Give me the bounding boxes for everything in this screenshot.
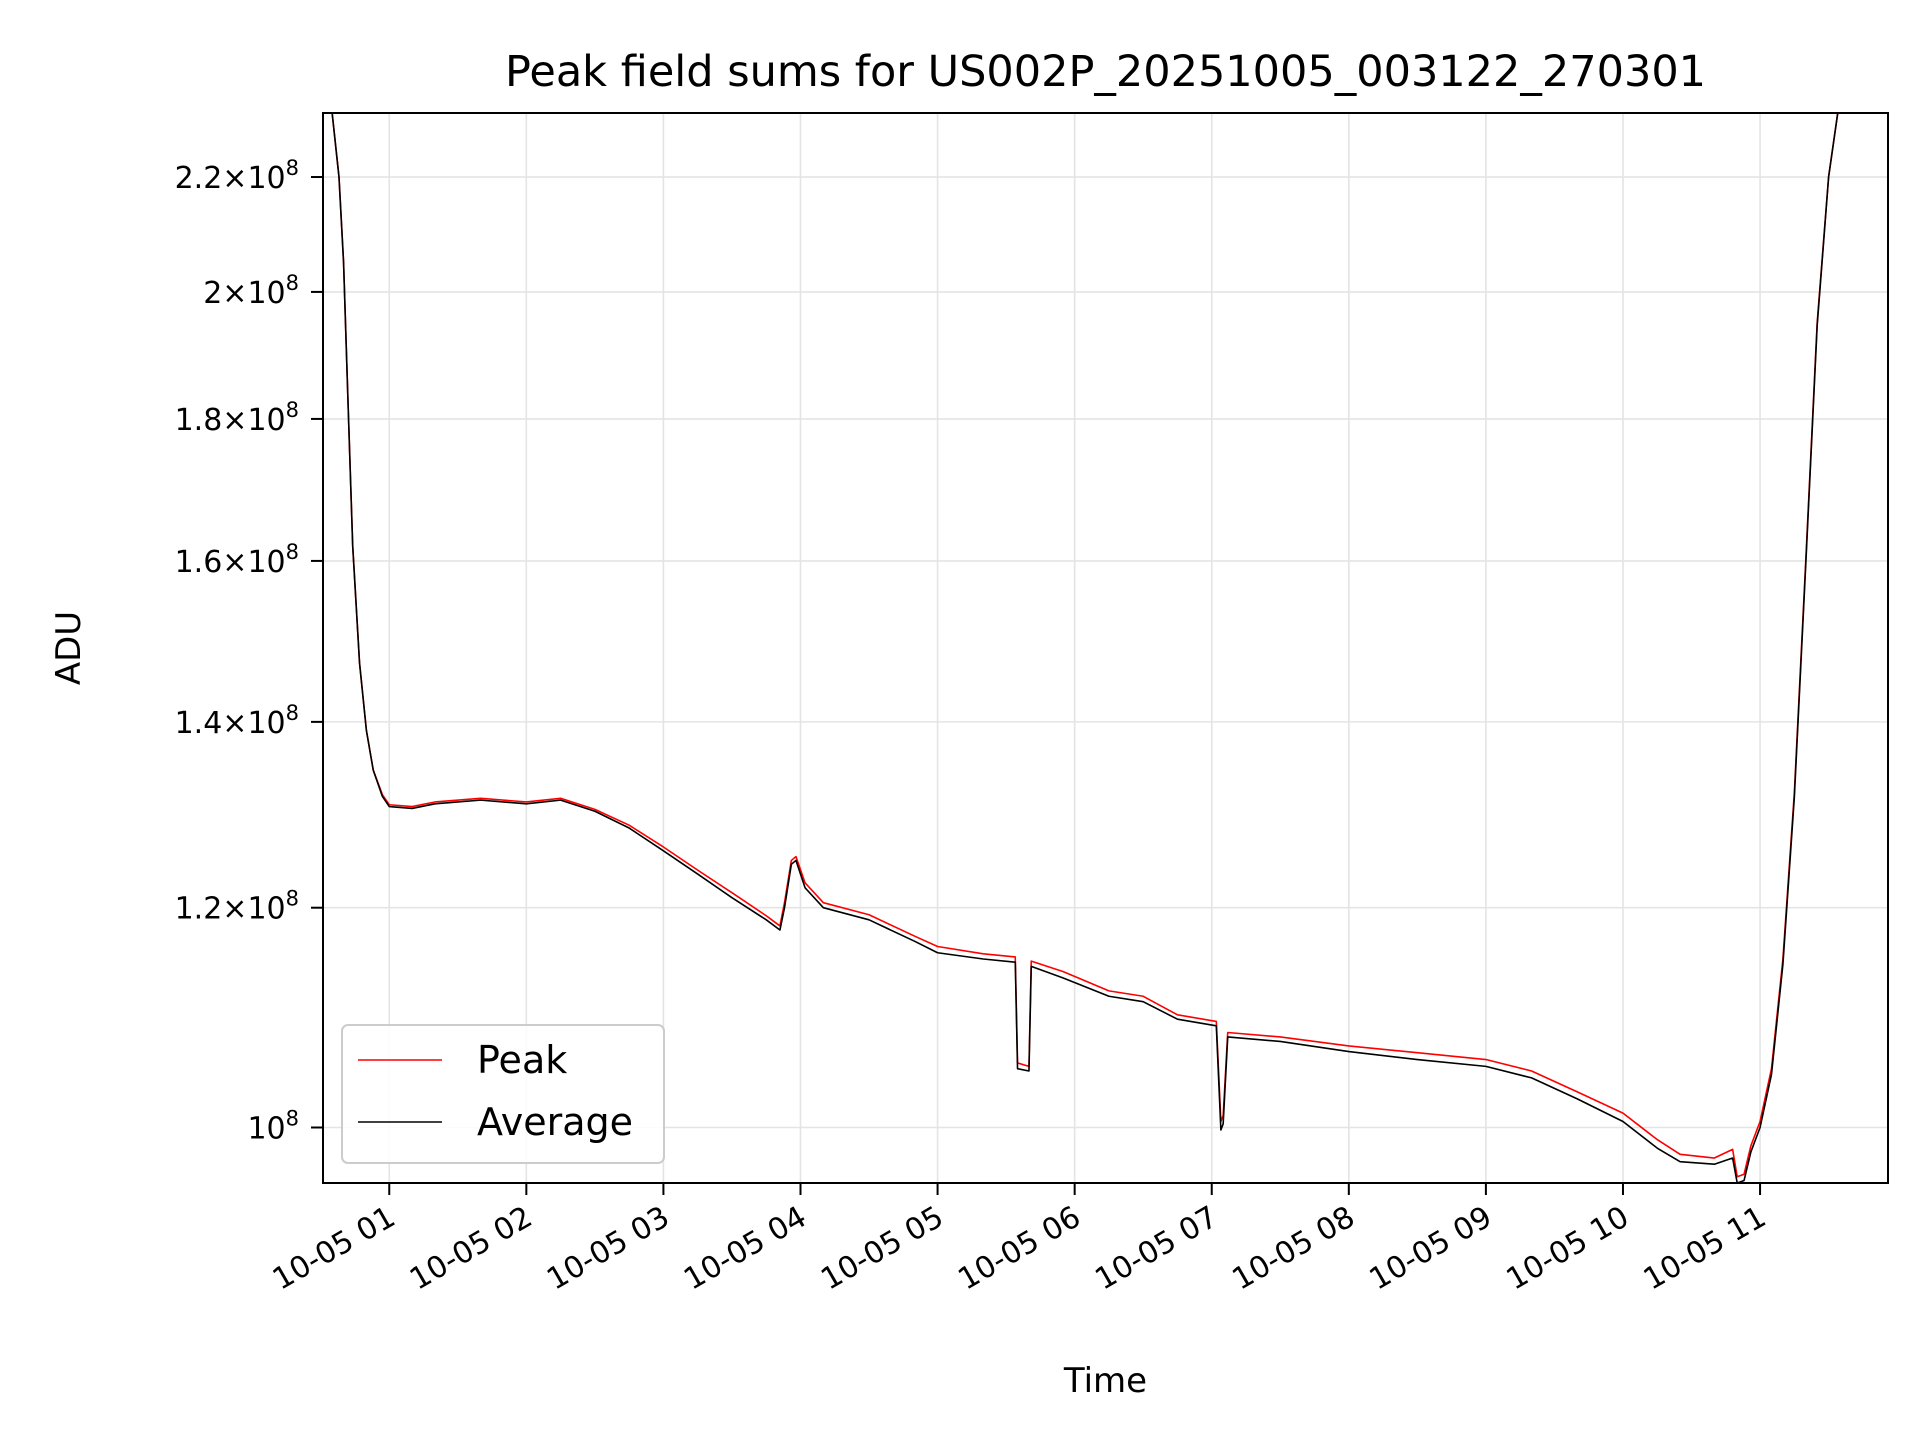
y-tick-mantissa: 2.2×10 bbox=[175, 161, 286, 196]
chart-title: Peak field sums for US002P_20251005_0031… bbox=[505, 47, 1706, 97]
y-axis: 2.2×1082×1081.8×1081.6×1081.4×1081.2×108… bbox=[175, 156, 323, 1146]
y-tick-mantissa: 1.2×10 bbox=[175, 892, 286, 927]
x-axis: 10-05 01 10-05 02 10-05 03 10-05 04 10-05 05… bbox=[267, 1183, 1772, 1297]
y-tick-label: 2.2×108 bbox=[175, 156, 299, 196]
y-tick-exponent: 8 bbox=[286, 540, 299, 564]
y-tick-exponent: 8 bbox=[286, 1106, 299, 1130]
x-tick-label: 10-05 10 bbox=[1501, 1200, 1635, 1298]
series-line-average bbox=[323, 113, 1888, 1183]
x-tick-label: 10-05 08 bbox=[1226, 1200, 1360, 1298]
y-tick-exponent: 8 bbox=[286, 701, 299, 725]
y-tick-mantissa: 1.6×10 bbox=[175, 545, 286, 580]
y-tick-label: 1.4×108 bbox=[175, 701, 299, 741]
y-tick-label: 1.8×108 bbox=[175, 398, 299, 438]
x-tick-label: 10-05 07 bbox=[1089, 1200, 1223, 1298]
legend-label-average: Average bbox=[477, 1100, 633, 1144]
series-line-peak bbox=[323, 113, 1888, 1178]
y-tick-label: 1.2×108 bbox=[175, 887, 299, 927]
y-tick-label: 1.6×108 bbox=[175, 540, 299, 580]
y-tick-exponent: 8 bbox=[286, 156, 299, 180]
x-tick-label: 10-05 02 bbox=[404, 1200, 538, 1298]
y-tick-exponent: 8 bbox=[286, 887, 299, 911]
x-tick-label: 10-05 04 bbox=[678, 1200, 812, 1298]
y-tick-exponent: 8 bbox=[286, 271, 299, 295]
x-axis-title: Time bbox=[1063, 1361, 1147, 1401]
y-tick-mantissa: 2×10 bbox=[203, 276, 285, 311]
legend-label-peak: Peak bbox=[477, 1038, 567, 1082]
plot-frame bbox=[322, 112, 1889, 1184]
y-tick-mantissa: 1.4×10 bbox=[175, 706, 286, 741]
grid-layer bbox=[323, 113, 1888, 1183]
x-tick-label: 10-05 05 bbox=[815, 1200, 949, 1298]
x-tick-label: 10-05 03 bbox=[541, 1200, 675, 1298]
y-tick-label: 108 bbox=[247, 1106, 299, 1146]
y-tick-mantissa: 10 bbox=[247, 1111, 285, 1146]
y-tick-mantissa: 1.8×10 bbox=[175, 403, 286, 438]
legend: Peak Average bbox=[341, 1024, 665, 1164]
series-layer bbox=[323, 113, 1888, 1183]
x-tick-label: 10-05 06 bbox=[952, 1200, 1086, 1298]
x-tick-label: 10-05 11 bbox=[1638, 1200, 1772, 1298]
x-tick-label: 10-05 01 bbox=[267, 1200, 401, 1298]
y-tick-label: 2×108 bbox=[203, 271, 299, 311]
y-axis-title: ADU bbox=[49, 611, 89, 685]
x-tick-label: 10-05 09 bbox=[1364, 1200, 1498, 1298]
y-tick-exponent: 8 bbox=[286, 398, 299, 422]
